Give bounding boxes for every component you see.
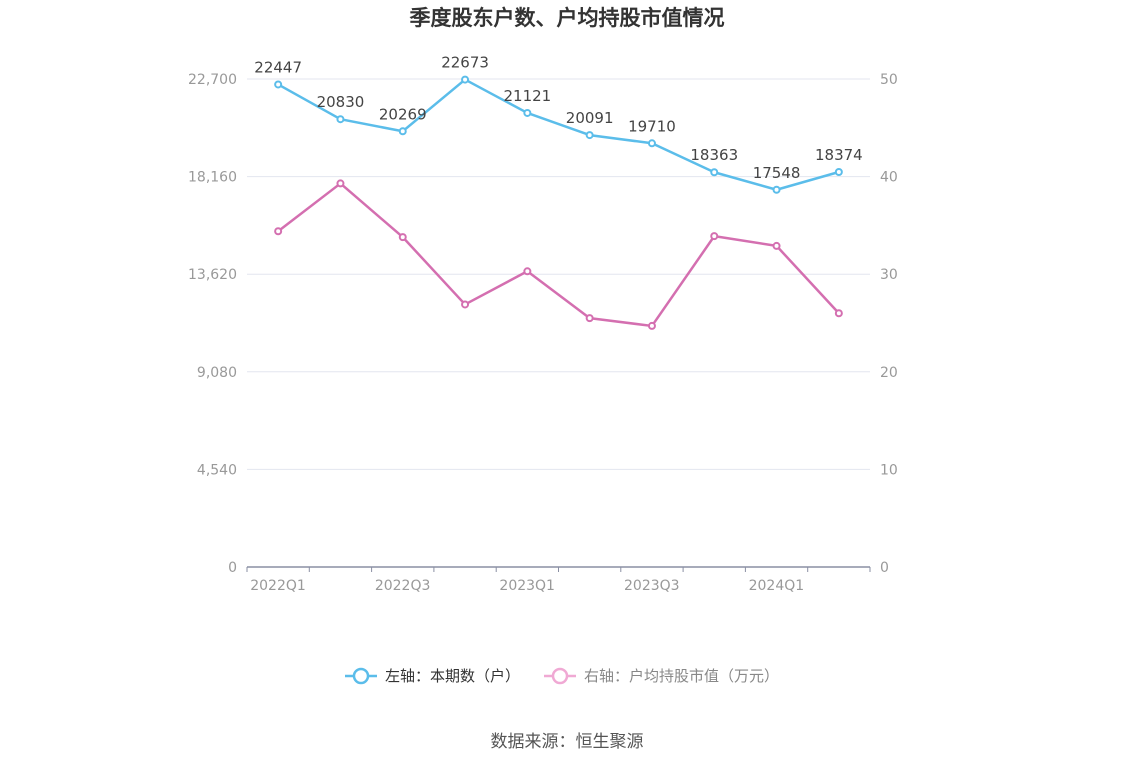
legend-label: 左轴：本期数（户）: [385, 667, 520, 685]
data-label: 20830: [317, 93, 365, 111]
legend-item-1[interactable]: 左轴：本期数（户）: [345, 667, 520, 685]
data-label: 20269: [379, 105, 427, 123]
legend[interactable]: 左轴：本期数（户） 右轴：户均持股市值（万元）: [345, 667, 779, 685]
source-note: 数据来源：恒生聚源: [491, 732, 644, 752]
series-1-point[interactable]: [647, 139, 656, 148]
series-2-point[interactable]: [647, 321, 656, 330]
series-2-point[interactable]: [398, 233, 407, 242]
series-2-point[interactable]: [772, 241, 781, 250]
y-left-tick-label: 4,540: [197, 462, 237, 478]
series-1-point[interactable]: [585, 131, 594, 140]
series-line-2: [277, 182, 840, 328]
data-label: 22673: [441, 54, 489, 72]
data-label: 18363: [690, 146, 738, 164]
series-1-point[interactable]: [523, 108, 532, 117]
y-right-tick-label: 10: [880, 462, 898, 478]
series-2-point[interactable]: [710, 232, 719, 241]
series-line-1: [277, 78, 840, 192]
x-tick-label: 2023Q3: [624, 578, 680, 594]
y-left-tick-label: 13,620: [188, 267, 237, 283]
y-left-tick-label: 9,080: [197, 365, 237, 381]
series-1-point[interactable]: [461, 75, 470, 84]
y-right-tick-label: 40: [880, 170, 898, 186]
series-layer: 22447 20830 20269 22673 21121 20091 19710 18363…: [254, 54, 863, 330]
y-left-tick-label: 0: [228, 560, 237, 576]
y-left-tick-label: 18,160: [188, 170, 237, 186]
legend-label: 右轴：户均持股市值（万元）: [584, 667, 779, 685]
series-2-point[interactable]: [585, 314, 594, 323]
chart-title: 季度股东户数、户均持股市值情况: [410, 6, 725, 30]
legend-marker-icon: [551, 667, 569, 685]
data-label: 20091: [566, 109, 614, 127]
y-right-tick-label: 30: [880, 267, 898, 283]
series-2-point[interactable]: [336, 179, 345, 188]
legend-marker-icon: [352, 667, 370, 685]
series-2-point[interactable]: [274, 227, 283, 236]
x-tick-label: 2022Q3: [375, 578, 431, 594]
series-2-point[interactable]: [523, 267, 532, 276]
series-2-point[interactable]: [834, 309, 843, 318]
y-left-tick-label: 22,700: [188, 72, 237, 88]
data-label: 18374: [815, 146, 863, 164]
y-right-tick-label: 50: [880, 72, 898, 88]
grid: [247, 78, 870, 470]
series-1-point[interactable]: [710, 168, 719, 177]
legend-item-2[interactable]: 右轴：户均持股市值（万元）: [544, 667, 779, 685]
x-tick-label: 2024Q1: [749, 578, 805, 594]
data-label: 22447: [254, 58, 302, 76]
y-axis-right: 0 10 20 30 40 50: [880, 72, 898, 576]
data-label: 19710: [628, 117, 676, 135]
x-tick-label: 2023Q1: [499, 578, 555, 594]
y-axis-left: 0 4,540 9,080 13,620 18,160 22,700: [188, 72, 237, 576]
series-1-point[interactable]: [274, 80, 283, 89]
series-1-point[interactable]: [336, 115, 345, 124]
series-1-point[interactable]: [834, 167, 843, 176]
x-tick-label: 2022Q1: [250, 578, 306, 594]
series-1-point[interactable]: [398, 127, 407, 136]
data-label: 17548: [753, 164, 801, 182]
series-2-point[interactable]: [461, 300, 470, 309]
series-1-point[interactable]: [772, 185, 781, 194]
x-axis: 2022Q1 2022Q3 2023Q1 2023Q3 2024Q1: [246, 566, 871, 594]
y-right-tick-label: 0: [880, 560, 889, 576]
data-label: 21121: [503, 87, 551, 105]
y-right-tick-label: 20: [880, 365, 898, 381]
